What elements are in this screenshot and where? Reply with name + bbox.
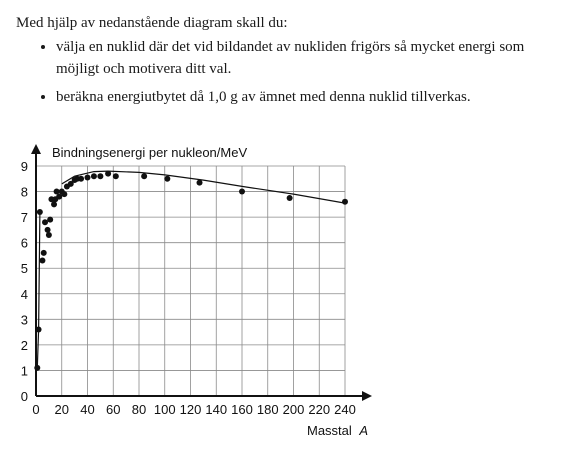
y-tick-label: 1 — [21, 363, 28, 378]
data-point — [286, 194, 293, 201]
data-point — [42, 219, 49, 226]
data-point — [51, 201, 58, 208]
binding-energy-chart: 0 20 40 60 80 100 120 140 160 180 200 220 2400123456… — [21, 144, 372, 438]
data-point — [112, 173, 119, 180]
data-point — [78, 175, 85, 182]
data-point — [61, 191, 68, 198]
data-point — [90, 173, 97, 180]
y-axis-label: Bindningsenergi per nukleon/MeV — [52, 145, 247, 160]
x-axis-label: Masstal A — [307, 423, 368, 438]
data-point — [40, 249, 47, 256]
x-tick-label: 0 — [32, 402, 39, 417]
data-point — [56, 193, 63, 200]
x-axis-label-text: Masstal — [307, 423, 352, 438]
data-point — [105, 170, 112, 177]
task-text: Med hjälp av nedanstående diagram skall … — [16, 12, 561, 114]
data-point — [39, 257, 46, 264]
data-point — [45, 232, 52, 238]
x-tick-label: 220 — [308, 402, 330, 417]
data-point — [47, 216, 54, 223]
task-lead: Med hjälp av nedanstående diagram skall … — [16, 15, 288, 31]
trend-curve-line — [61, 170, 346, 204]
data-point — [196, 179, 203, 186]
y-tick-label: 3 — [21, 312, 28, 327]
x-axis-label-var: A — [358, 423, 368, 438]
data-point — [36, 209, 43, 215]
data-point — [53, 188, 60, 195]
x-tick-label: 80 — [132, 402, 146, 417]
y-tick-label: 5 — [21, 261, 28, 276]
grid — [36, 165, 346, 396]
data-point — [34, 364, 41, 371]
x-tick-label: 160 — [231, 402, 253, 417]
data-point — [35, 326, 42, 333]
data-point — [342, 198, 348, 205]
y-tick-label: 4 — [21, 287, 28, 302]
y-tick-label: 6 — [21, 236, 28, 251]
y-tick-label: 8 — [21, 185, 28, 200]
trend-curve — [36, 170, 346, 368]
data-point — [84, 174, 91, 181]
data-point — [97, 173, 104, 180]
data-point — [44, 226, 51, 233]
x-tick-label: 60 — [106, 402, 120, 417]
data-point — [141, 173, 148, 180]
x-tick-label: 40 — [80, 402, 94, 417]
x-tick-label: 200 — [283, 402, 305, 417]
y-axis-arrow — [31, 144, 41, 154]
task-item-2: beräkna energiutbytet då 1,0 g av ämnet … — [56, 86, 561, 108]
x-tick-label: 20 — [55, 402, 69, 417]
x-tick-label: 100 — [154, 402, 176, 417]
tick-labels: 0 20 40 60 80 100 120 140 160 180 200 220 2400123456… — [21, 159, 356, 417]
y-tick-label: 9 — [21, 159, 28, 174]
y-tick-label: 2 — [21, 338, 28, 353]
x-tick-label: 120 — [180, 402, 202, 417]
x-axis-arrow — [362, 391, 372, 401]
y-tick-label: 7 — [21, 210, 28, 225]
x-tick-label: 180 — [257, 402, 279, 417]
data-point — [67, 180, 74, 187]
x-tick-label: 140 — [205, 402, 227, 417]
data-point — [239, 188, 245, 195]
data-point — [164, 175, 171, 182]
axes — [31, 144, 372, 401]
y-tick-label: 0 — [21, 389, 28, 404]
x-tick-label: 240 — [334, 402, 356, 417]
data-points — [34, 170, 348, 371]
task-item-1: välja en nuklid där det vid bildandet av… — [56, 36, 561, 80]
task-list: välja en nuklid där det vid bildandet av… — [16, 36, 561, 108]
